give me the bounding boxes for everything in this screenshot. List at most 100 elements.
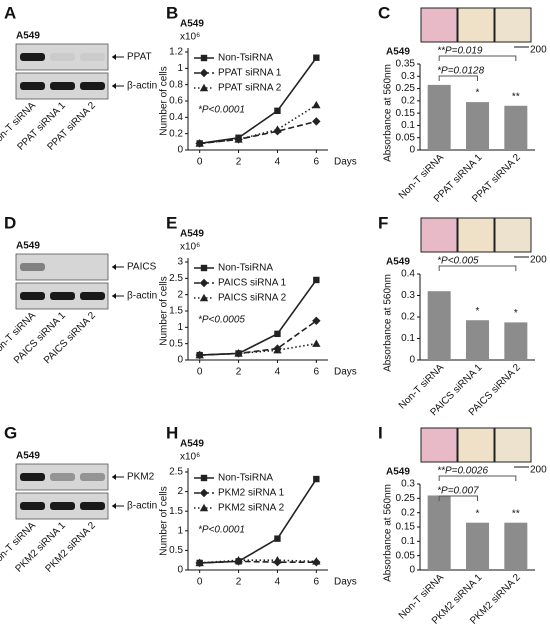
x-tick-label: 6 xyxy=(314,367,320,378)
legend-label: PAICS siRNA 1 xyxy=(218,278,287,289)
bracket xyxy=(438,495,478,501)
marker xyxy=(273,346,282,354)
blot-band xyxy=(80,82,105,90)
y-unit: x10⁶ xyxy=(180,32,200,43)
micrograph xyxy=(420,7,458,43)
y-tick-label: 0.2 xyxy=(401,95,415,106)
micrograph xyxy=(420,217,458,253)
legend-label: PKM2 siRNA 2 xyxy=(218,503,285,514)
chart-title: A549 xyxy=(180,229,204,240)
micrograph xyxy=(457,7,495,43)
blot-title: A549 xyxy=(16,451,40,462)
y-tick-label: 0.1 xyxy=(401,536,415,547)
annotation: *P<0.0001 xyxy=(198,525,245,536)
x-tick-label: 6 xyxy=(314,577,320,588)
y-tick-label: 0 xyxy=(409,565,415,576)
y-tick-label: 1 xyxy=(177,322,183,333)
marker xyxy=(312,100,321,109)
y-tick-label: 0.1 xyxy=(401,333,415,344)
band-label: PKM2 xyxy=(127,472,155,483)
panel-letter: E xyxy=(166,213,177,232)
y-tick-label: 2.5 xyxy=(169,273,183,284)
y-tick-label: 1.5 xyxy=(169,306,183,317)
marker xyxy=(273,556,282,564)
y-tick-label: 0 xyxy=(409,145,415,156)
blot-band xyxy=(50,502,75,510)
legend-label: Non-TsiRNA xyxy=(218,53,273,64)
y-tick-label: 2 xyxy=(177,486,183,497)
y-tick-label: 0.4 xyxy=(401,269,415,280)
bar xyxy=(427,291,451,360)
blot-title: A549 xyxy=(16,31,40,42)
marker xyxy=(199,278,209,288)
band-label: β-actin xyxy=(127,81,157,92)
x-tick-label: 2 xyxy=(236,577,242,588)
annotation: **P=0.0026 xyxy=(437,466,488,477)
x-axis-label: Days xyxy=(334,577,357,588)
blot-band xyxy=(50,82,75,90)
bracket xyxy=(438,475,517,481)
x-tick-label: 0 xyxy=(197,157,203,168)
bar xyxy=(504,522,528,570)
y-tick-label: 1 xyxy=(177,63,183,74)
series-line xyxy=(199,342,317,356)
y-tick-label: 0.5 xyxy=(169,545,183,556)
y-axis-label: Absorbance at 560nm xyxy=(383,64,394,162)
arrow-head xyxy=(112,503,116,509)
x-tick-label: 0 xyxy=(197,367,203,378)
y-tick-label: 0.3 xyxy=(401,290,415,301)
marker xyxy=(234,135,243,143)
x-tick-label: 2 xyxy=(236,367,242,378)
y-tick-label: 3 xyxy=(177,257,183,268)
series-line xyxy=(199,320,317,356)
bar-star: ** xyxy=(512,508,520,519)
blot-band xyxy=(50,53,75,61)
arrow-head xyxy=(112,54,116,60)
lane-label: PAICS siRNA 1 xyxy=(12,310,68,366)
y-tick-label: 0.3 xyxy=(401,479,415,490)
annotation: *P=0.0128 xyxy=(437,66,484,77)
bar-star: * xyxy=(514,308,518,319)
y-tick-label: 2 xyxy=(177,289,183,300)
x-tick-label: 4 xyxy=(275,367,281,378)
y-axis-label: Number of cells xyxy=(159,66,170,135)
micrograph xyxy=(494,217,532,253)
series-line xyxy=(199,57,317,145)
y-tick-label: 0.2 xyxy=(169,128,183,139)
bar xyxy=(427,495,451,570)
band-label: β-actin xyxy=(127,501,157,512)
panel-letter: C xyxy=(378,3,390,22)
y-tick-label: 0.8 xyxy=(169,79,183,90)
marker xyxy=(234,556,243,564)
marker xyxy=(199,488,209,498)
chart-title: A549 xyxy=(180,439,204,450)
marker xyxy=(200,264,208,272)
series-line xyxy=(199,120,317,145)
band-label: PAICS xyxy=(127,262,157,273)
legend-label: PPAT siRNA 2 xyxy=(218,83,282,94)
y-tick-label: 0.15 xyxy=(396,522,416,533)
blot-strip xyxy=(15,253,109,281)
y-tick-label: 0.25 xyxy=(396,83,416,94)
annotation: *P=0.007 xyxy=(437,486,479,497)
blot-band xyxy=(20,82,45,90)
y-tick-label: 0.15 xyxy=(396,108,416,119)
x-tick-label: 6 xyxy=(314,157,320,168)
legend-label: Non-TsiRNA xyxy=(218,263,273,274)
band-label: PPAT xyxy=(127,52,152,63)
annotation: *P<0.005 xyxy=(437,256,479,267)
blot-band xyxy=(20,473,45,481)
chart-title: A549 xyxy=(386,47,410,58)
bar xyxy=(466,522,489,570)
y-tick-label: 0 xyxy=(177,355,183,366)
marker xyxy=(195,139,204,147)
legend-label: PKM2 siRNA 1 xyxy=(218,488,285,499)
x-tick-label: 4 xyxy=(275,577,281,588)
blot-band xyxy=(20,292,45,300)
y-tick-label: 1.2 xyxy=(169,47,183,58)
bar-star: * xyxy=(476,508,480,519)
bar-star: * xyxy=(476,88,480,99)
marker xyxy=(312,117,321,126)
panel-letter: I xyxy=(378,423,383,442)
y-tick-label: 0.2 xyxy=(401,507,415,518)
